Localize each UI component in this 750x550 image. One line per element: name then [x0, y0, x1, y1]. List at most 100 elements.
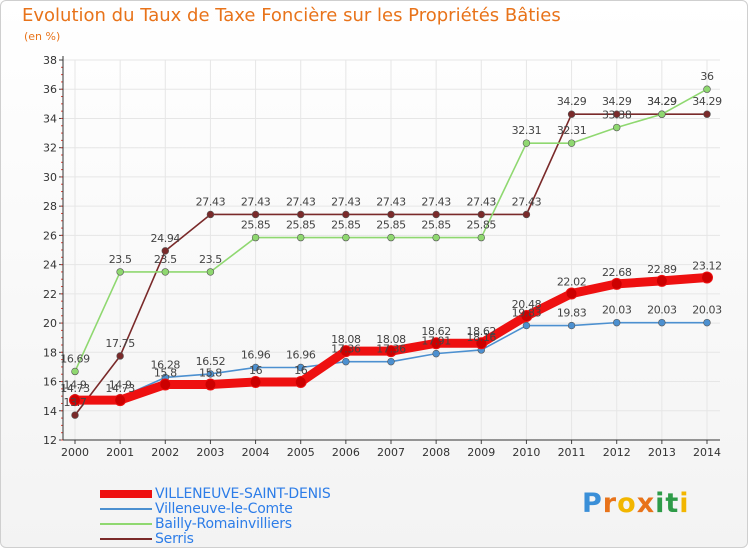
y-tick-label: 18	[43, 346, 57, 359]
data-point	[613, 318, 621, 327]
data-point	[613, 110, 621, 118]
data-label: 27.43	[241, 195, 271, 208]
logo-letter: i	[679, 488, 690, 519]
y-tick-label: 22	[43, 288, 57, 301]
data-label: 25.85	[467, 219, 497, 232]
data-label: 27.43	[421, 195, 451, 208]
data-point	[294, 375, 307, 388]
y-tick-label: 24	[43, 259, 57, 272]
data-label: 22.02	[557, 276, 587, 289]
data-label: 17.36	[376, 343, 406, 356]
data-point	[658, 110, 666, 118]
legend-item: Bailly-Romainvilliers	[100, 515, 331, 532]
data-point	[387, 210, 395, 219]
data-point	[206, 370, 215, 378]
x-tick-label: 2003	[196, 446, 224, 459]
data-label: 34.29	[647, 95, 677, 108]
data-point	[297, 233, 305, 242]
logo-letter: t	[665, 488, 680, 519]
data-label: 20.48	[512, 298, 542, 311]
data-point	[71, 411, 79, 419]
y-tick-label: 16	[43, 376, 57, 389]
data-label: 18.16	[467, 331, 497, 344]
legend: VILLENEUVE-SAINT-DENIS Villeneuve-le-Com…	[100, 485, 331, 547]
data-label: 22.89	[647, 263, 677, 276]
data-label: 14.73	[60, 382, 90, 395]
data-point	[342, 210, 350, 219]
data-label: 19.83	[557, 307, 587, 320]
data-point	[520, 310, 533, 323]
legend-swatch	[100, 489, 152, 498]
data-point	[249, 375, 262, 388]
data-point	[339, 345, 352, 358]
legend-label: VILLENEUVE-SAINT-DENIS	[155, 485, 331, 502]
data-point	[613, 123, 621, 132]
x-tick-label: 2014	[693, 446, 721, 459]
y-tick-label: 14	[43, 405, 57, 418]
data-point	[114, 394, 127, 407]
x-tick-label: 2012	[603, 446, 631, 459]
x-tick-label: 2006	[332, 446, 360, 459]
data-point	[610, 277, 623, 290]
data-point	[522, 321, 531, 330]
data-point	[565, 287, 578, 300]
data-point	[387, 233, 395, 242]
data-point	[71, 367, 79, 376]
y-tick-label: 36	[43, 83, 57, 96]
data-point	[432, 349, 440, 358]
data-label: 34.29	[692, 95, 722, 108]
data-label: 18.08	[331, 333, 361, 346]
x-tick-label: 2002	[151, 446, 179, 459]
legend-swatch	[100, 507, 152, 510]
data-point	[432, 210, 440, 219]
data-label: 25.85	[241, 219, 271, 232]
data-point	[161, 247, 169, 255]
data-label: 15.8	[154, 366, 177, 379]
data-point	[475, 337, 488, 350]
data-point	[204, 378, 217, 391]
data-point	[567, 139, 576, 147]
data-point	[385, 345, 397, 358]
data-label: 16.96	[286, 349, 316, 362]
data-label: 22.68	[602, 266, 632, 279]
y-tick-label: 34	[43, 112, 57, 125]
data-label: 19.83	[512, 307, 542, 320]
y-tick-label: 32	[43, 142, 57, 155]
data-label: 15.8	[199, 366, 222, 379]
data-label: 16.96	[241, 349, 271, 362]
x-tick-label: 2011	[558, 446, 586, 459]
data-label: 18.08	[376, 333, 406, 346]
y-axis-unit: (en %)	[24, 30, 61, 43]
data-label: 16	[294, 364, 308, 377]
y-tick-label: 38	[43, 54, 57, 67]
x-tick-label: 2010	[512, 446, 540, 459]
legend-item: Serris	[100, 531, 331, 547]
data-point	[206, 268, 215, 276]
proxiti-logo: Proxiti	[582, 488, 690, 519]
data-point	[342, 357, 350, 366]
data-label: 34.29	[557, 95, 587, 108]
logo-letter: x	[636, 488, 656, 519]
data-label: 23.12	[692, 259, 722, 272]
data-label: 13.7	[64, 396, 87, 409]
logo-letter: P	[582, 488, 603, 519]
data-point	[567, 110, 576, 118]
y-tick-label: 28	[43, 200, 57, 213]
legend-label: Bailly-Romainvilliers	[155, 515, 292, 532]
data-point	[116, 268, 124, 276]
data-label: 16	[249, 364, 263, 377]
data-label: 16.52	[196, 355, 226, 368]
data-label: 14.73	[105, 382, 135, 395]
legend-swatch	[100, 522, 152, 525]
data-point	[658, 318, 666, 327]
data-label: 24.94	[151, 232, 181, 245]
legend-label: Villeneuve-le-Comte	[155, 500, 293, 517]
data-label: 17.36	[331, 343, 361, 356]
legend-swatch	[100, 537, 152, 540]
data-point	[387, 357, 395, 366]
data-label: 16.28	[151, 358, 181, 371]
data-label: 23.5	[154, 253, 177, 266]
data-label: 33.38	[602, 109, 632, 122]
data-label: 25.85	[331, 219, 361, 232]
